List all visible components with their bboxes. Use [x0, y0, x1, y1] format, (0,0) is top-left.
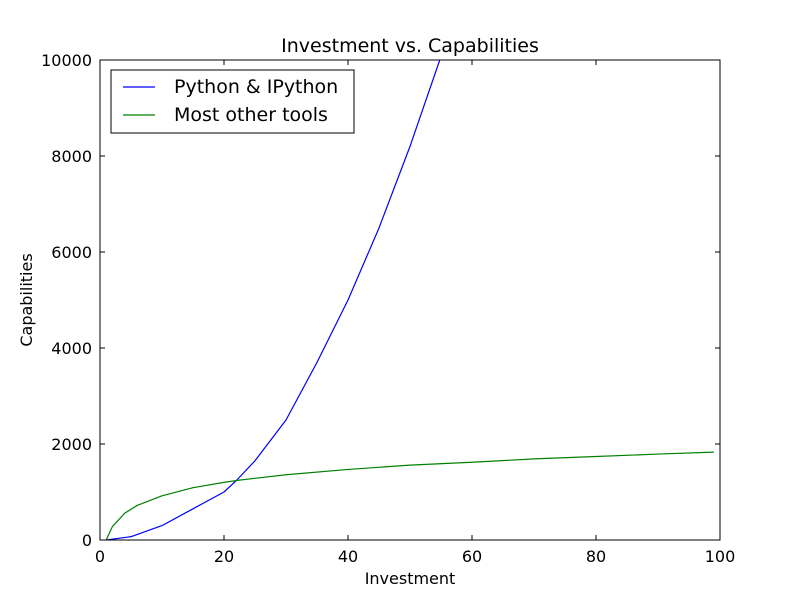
- x-tick-label: 100: [705, 547, 736, 566]
- chart-title: Investment vs. Capabilities: [281, 35, 539, 57]
- legend-label-python: Python & IPython: [174, 76, 338, 98]
- legend-frame: [110, 69, 355, 134]
- y-tick-label: 4000: [51, 339, 92, 358]
- x-tick-label: 20: [214, 547, 234, 566]
- series-line-1: [105, 451, 714, 540]
- y-tick-label: 2000: [51, 435, 92, 454]
- x-tick-label: 60: [462, 547, 482, 566]
- series-layer: [105, 60, 714, 540]
- x-tick-label: 80: [586, 547, 606, 566]
- x-tick-label: 0: [95, 547, 105, 566]
- y-tick-label: 6000: [51, 243, 92, 262]
- y-tick-label: 0: [82, 531, 92, 550]
- x-tick-label: 40: [338, 547, 358, 566]
- legend-label-other-tools: Most other tools: [174, 104, 328, 126]
- x-axis-label: Investment: [365, 569, 456, 588]
- y-axis-label: Capabilities: [17, 253, 36, 346]
- legend: Python & IPython Most other tools: [110, 69, 355, 134]
- y-tick-label: 10000: [41, 51, 92, 70]
- y-tick-label: 8000: [51, 147, 92, 166]
- series-line-0: [106, 60, 441, 540]
- plot-frame: [99, 59, 721, 541]
